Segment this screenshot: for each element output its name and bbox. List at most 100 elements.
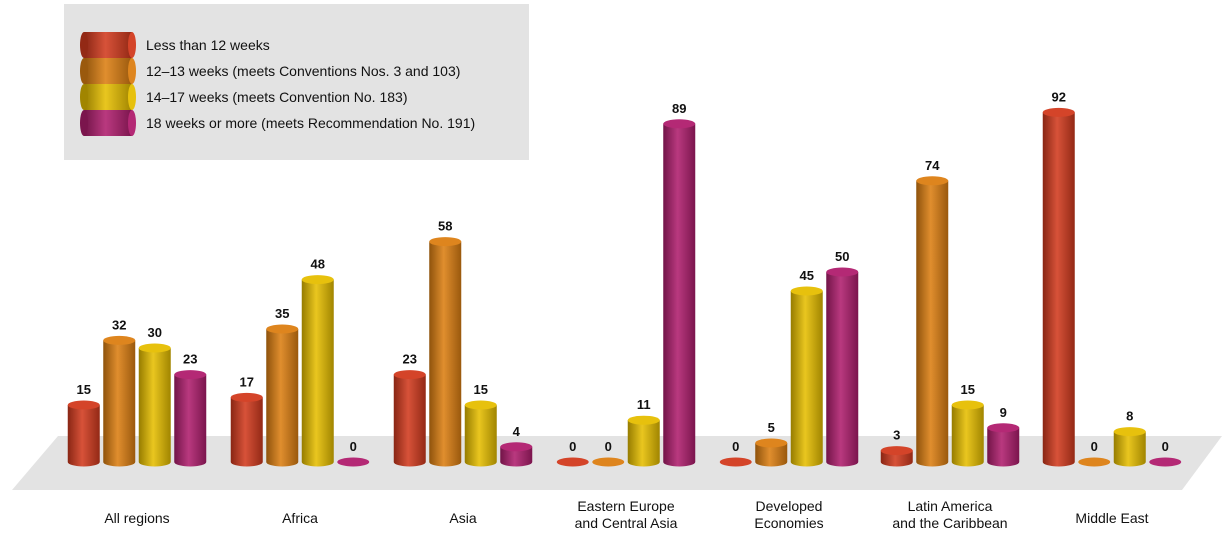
- bar: [103, 335, 136, 467]
- category-label: Eastern Europe and Central Asia: [575, 498, 678, 531]
- data-label: 15: [474, 382, 488, 397]
- bar: [230, 392, 263, 467]
- legend-label: Less than 12 weeks: [146, 37, 270, 53]
- data-label: 45: [800, 268, 814, 283]
- legend-item: 12–13 weeks (meets Conventions Nos. 3 an…: [80, 58, 460, 84]
- data-label: 58: [438, 219, 452, 234]
- bar-body: [138, 348, 171, 467]
- bar: [755, 438, 788, 467]
- bar-top: [337, 457, 370, 467]
- bar-top: [1042, 107, 1075, 117]
- bar-top: [663, 119, 696, 129]
- bar-top: [592, 457, 625, 467]
- data-label: 48: [311, 257, 325, 272]
- bar: [951, 400, 984, 467]
- bar: [627, 415, 660, 467]
- bar-top: [429, 237, 462, 247]
- bar-top: [987, 423, 1020, 433]
- bar-top: [266, 324, 299, 334]
- bar-body: [301, 279, 334, 467]
- legend-swatch: [84, 32, 132, 58]
- bar-top: [627, 415, 660, 425]
- bar: [429, 237, 462, 467]
- legend-item: Less than 12 weeks: [80, 32, 270, 58]
- bar: [1078, 457, 1111, 467]
- bar-body: [880, 450, 913, 467]
- bar-top: [500, 442, 533, 452]
- bar-body: [951, 405, 984, 467]
- bar: [337, 457, 370, 467]
- bar: [916, 176, 949, 467]
- bar: [138, 343, 171, 467]
- data-label: 23: [403, 352, 417, 367]
- data-label: 9: [1000, 405, 1007, 420]
- legend-box: [64, 4, 529, 160]
- data-label: 35: [275, 306, 289, 321]
- bar: [880, 446, 913, 467]
- bar-body: [826, 272, 859, 467]
- legend-swatch: [84, 110, 132, 136]
- legend-swatch: [84, 58, 132, 84]
- bar-top: [916, 176, 949, 186]
- bar-top: [138, 343, 171, 353]
- bar: [556, 457, 589, 467]
- bar-top: [719, 457, 752, 467]
- data-label: 50: [835, 249, 849, 264]
- legend-swatch: [84, 84, 132, 110]
- bar-top: [67, 400, 100, 410]
- bar-top: [790, 286, 823, 296]
- legend-item: 18 weeks or more (meets Recommendation N…: [80, 110, 475, 136]
- data-label: 32: [112, 317, 126, 332]
- bar-body: [103, 340, 136, 467]
- legend-label: 12–13 weeks (meets Conventions Nos. 3 an…: [146, 63, 460, 79]
- data-label: 11: [637, 397, 651, 412]
- data-label: 15: [961, 382, 975, 397]
- data-label: 5: [768, 420, 775, 435]
- bar-body: [1113, 431, 1146, 467]
- category-label: Latin America and the Caribbean: [892, 498, 1007, 531]
- bar-top: [826, 267, 859, 277]
- bar-top: [174, 370, 207, 380]
- bar-top: [230, 392, 263, 402]
- bar-body: [916, 180, 949, 467]
- bar: [174, 370, 207, 467]
- bar: [987, 423, 1020, 467]
- bar: [663, 119, 696, 467]
- bar-top: [103, 335, 136, 345]
- bar-top: [755, 438, 788, 448]
- bar-top: [393, 370, 426, 380]
- bar-body: [67, 405, 100, 467]
- bar-top: [880, 446, 913, 456]
- bar-top: [464, 400, 497, 410]
- data-label: 3: [893, 428, 900, 443]
- bar-top: [1149, 457, 1182, 467]
- bar: [393, 370, 426, 467]
- bar-body: [464, 405, 497, 467]
- bar: [301, 275, 334, 467]
- category-label: Middle East: [1075, 510, 1148, 526]
- data-label: 0: [732, 439, 739, 454]
- category-labels-group: All regions Africa Asia Eastern Europe and C…: [104, 498, 1148, 531]
- bar-body: [230, 397, 263, 467]
- bar-body: [393, 374, 426, 467]
- bar-top: [1078, 457, 1111, 467]
- data-label: 0: [569, 439, 576, 454]
- bar: [500, 442, 533, 467]
- bar-body: [987, 427, 1020, 467]
- data-label: 74: [925, 158, 940, 173]
- data-label: 15: [77, 382, 91, 397]
- bar: [1042, 107, 1075, 467]
- data-label: 23: [183, 352, 197, 367]
- data-label: 89: [672, 101, 686, 116]
- bar: [719, 457, 752, 467]
- bar-body: [627, 420, 660, 467]
- bar: [826, 267, 859, 467]
- bar-body: [1042, 112, 1075, 467]
- bar-top: [301, 275, 334, 285]
- bar: [266, 324, 299, 467]
- bars-group: [67, 107, 1182, 467]
- bar-body: [663, 123, 696, 467]
- bar-body: [266, 329, 299, 467]
- data-label: 0: [605, 439, 612, 454]
